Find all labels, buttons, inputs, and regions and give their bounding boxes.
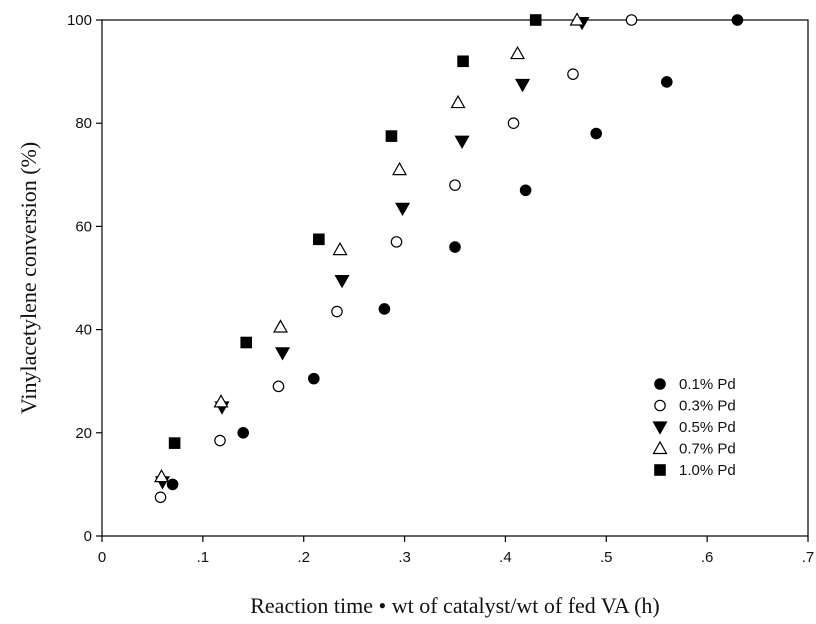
data-point [567,68,579,80]
data-points [153,12,744,504]
data-point [515,78,531,93]
y-tick-label: 100 [67,12,92,29]
series-0 [166,14,744,491]
legend-marker [654,399,666,412]
data-point [625,14,638,26]
data-point [166,478,179,491]
data-point [395,202,411,217]
x-tick-label: .1 [197,549,210,566]
x-tick-label: .7 [802,549,815,566]
series-3 [153,12,585,483]
legend-label: 0.1% Pd [679,376,736,393]
plot-frame [101,19,809,537]
data-point [153,468,170,483]
x-tick-label: .2 [297,549,310,566]
data-point [214,434,226,447]
series-1 [154,14,638,504]
legend-item: 0.5% Pd [652,419,736,436]
data-point [450,94,466,109]
data-point [272,319,289,333]
data-point [272,380,285,393]
y-axis-title: Vinylacetylene conversion (%) [16,142,41,414]
data-point [313,233,325,246]
data-point [154,491,167,504]
y-tick-label: 80 [75,115,92,132]
legend-item: 0.3% Pd [654,398,736,415]
data-point [457,55,469,68]
data-point [731,14,744,26]
legend-item: 0.1% Pd [654,376,736,393]
x-axis-title: Reaction time • wt of catalyst/wt of fed… [250,593,660,618]
x-axis-ticks: 0 .1 .2 .3 .4 .5 .6 .7 [98,536,814,566]
x-tick-label: .6 [701,549,714,566]
legend-label: 0.5% Pd [679,419,736,436]
data-point [168,437,181,449]
legend-label: 0.7% Pd [679,441,736,458]
data-point [660,76,673,88]
data-point [275,347,291,361]
x-tick-label: .3 [398,549,411,566]
data-point [237,426,249,439]
data-point [307,372,320,385]
y-axis-ticks: 0 20 40 60 80 100 [67,12,102,545]
x-tick-label: .5 [600,549,613,566]
data-point [378,303,391,315]
legend-marker [652,440,668,455]
legend-item: 0.7% Pd [652,440,736,458]
data-point [385,130,398,142]
data-point [529,14,542,26]
data-point [510,45,526,60]
data-point [392,161,408,176]
legend-marker [654,464,666,476]
legend-marker [652,421,668,435]
y-tick-label: 40 [75,322,92,339]
data-point [334,274,350,289]
y-tick-label: 20 [75,425,92,442]
legend-label: 0.3% Pd [679,398,736,415]
data-point [449,179,461,191]
legend-marker [654,378,666,390]
y-tick-label: 0 [84,528,92,545]
y-tick-label: 60 [75,218,92,235]
data-point [454,135,470,149]
series-2 [154,16,590,490]
legend-label: 1.0% Pd [679,462,736,479]
data-point [569,12,585,26]
data-point [240,336,253,349]
data-point [519,184,532,197]
legend-item: 1.0% Pd [654,462,736,479]
x-tick-label: .4 [499,549,512,566]
data-point [507,117,520,129]
data-point [449,241,461,253]
x-tick-label: 0 [98,549,106,566]
series-4 [168,14,542,449]
data-point [332,241,348,256]
data-point [390,236,403,248]
legend: 0.1% Pd 0.3% Pd 0.5% Pd 0.7% Pd 1.0% Pd [652,376,736,479]
data-point [213,394,229,408]
data-point [590,127,602,140]
data-point [331,305,343,318]
